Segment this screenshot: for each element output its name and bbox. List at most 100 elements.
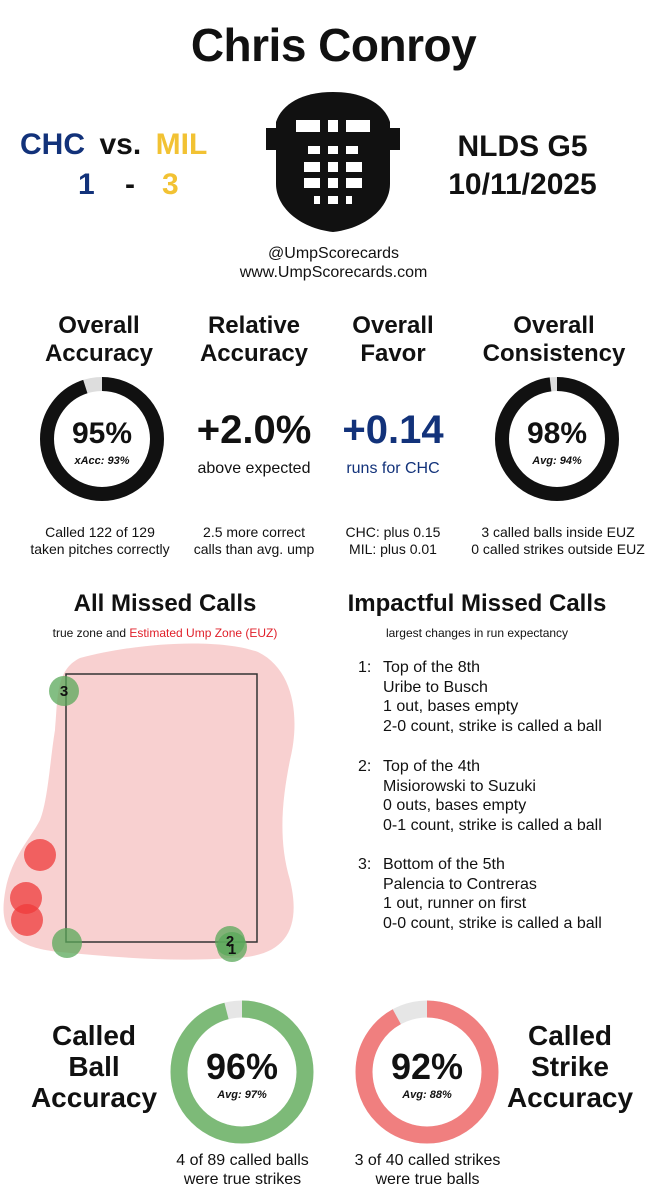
consistency-average: Avg: 94% [532,455,582,467]
relative-accuracy-value: +2.0% [196,408,312,452]
overall-consistency-desc-line2: 0 called strikes outside EUZ [471,541,645,557]
website: www.UmpScorecards.com [239,264,428,281]
called-strike-desc-line2: were true balls [375,1171,480,1188]
away-score: 1 [78,168,95,201]
missed-call-label-2: 2 [226,933,234,950]
impactful-item-num: 2: [358,758,372,775]
missed-call-label-3: 3 [60,683,68,700]
twitter-handle: @UmpScorecards [268,245,399,262]
impactful-item-inning: Top of the 4th [383,758,480,775]
overall-favor-title-line1: Overall [352,312,434,339]
missed-call-point [11,904,43,936]
relative-accuracy-desc-line1: 2.5 more correct [203,524,305,540]
called-ball-desc-line1: 4 of 89 called balls [176,1152,309,1169]
estimated-ump-zone [3,643,295,960]
relative-accuracy-desc: 2.5 more correct calls than avg. ump [180,524,328,558]
called-ball-arc [170,1000,314,1144]
umpire-mask-icon [262,88,404,241]
overall-accuracy-title-line2: Accuracy [44,340,154,367]
impactful-item-situation: 1 out, bases empty [383,698,519,715]
overall-consistency-desc-line1: 3 called balls inside EUZ [481,524,635,540]
missed-calls-plot: 3 2 1 [0,640,320,970]
called-ball-average: Avg: 97% [217,1089,267,1101]
called-strike-label: Called Strike Accuracy [500,1020,640,1113]
called-strike-label-line2: Strike [531,1051,609,1082]
overall-favor-desc-line2: MIL: plus 0.01 [349,541,437,557]
called-strike-label-line1: Called [527,1020,613,1051]
called-strike-arc [355,1000,499,1144]
impactful-item-call: 0-0 count, strike is called a ball [383,914,602,932]
relative-accuracy-title-line1: Relative [207,312,301,339]
overall-accuracy-arc [40,377,164,501]
overall-favor-desc-line1: CHC: plus 0.15 [345,524,441,540]
called-ball-label-line2: Ball [68,1051,120,1082]
overall-accuracy-title-line1: Overall [58,312,140,339]
called-ball-value: 96% [205,1046,279,1087]
missed-call-point [217,932,247,962]
overall-accuracy-desc: Called 122 of 129 taken pitches correctl… [10,524,190,558]
overall-consistency-ring: 98% Avg: 94% [493,375,621,503]
home-score: 3 [162,168,179,201]
page-title: Chris Conroy [190,19,477,71]
vs-label: vs. [99,128,142,161]
called-ball-label-line3: Accuracy [30,1082,158,1113]
impactful-item-matchup: Misiorowski to Suzuki [383,777,536,795]
called-strike-desc-line1: 3 of 40 called strikes [354,1152,501,1169]
overall-favor-value: +0.14 [342,408,444,452]
relative-accuracy-desc-line2: calls than avg. ump [193,541,315,557]
impactful-item-num: 3: [358,856,372,873]
overall-consistency-title: Overall Consistency [462,312,646,368]
impactful-subtitle: largest changes in run expectancy [385,626,569,640]
impactful-item-situation: 1 out, runner on first [383,895,527,912]
true-strike-zone [65,673,258,943]
called-ball-ring: 96% Avg: 97% [168,998,316,1146]
impactful-item-num: 1: [358,659,372,676]
missed-call-point [49,676,79,706]
called-strike-value: 92% [390,1046,464,1087]
missed-calls-subtitle: true zone and Estimated Ump Zone (EUZ) [0,626,330,640]
impactful-item-inning: Top of the 8th [383,659,480,676]
impactful-item-inning: Bottom of the 5th [383,856,505,873]
called-ball-label: Called Ball Accuracy [20,1020,168,1113]
overall-favor-sub: runs for CHC [346,460,440,477]
overall-accuracy-title: Overall Accuracy [18,312,180,368]
impactful-item-matchup: Uribe to Busch [383,678,488,696]
called-strike-label-line3: Accuracy [506,1082,634,1113]
euz-legend-label: Estimated Ump Zone (EUZ) [129,626,278,640]
called-strike-desc: 3 of 40 called strikes were true balls [330,1151,525,1189]
impactful-item-call: 2-0 count, strike is called a ball [383,717,602,735]
impactful-item-situation: 0 outs, bases empty [383,797,527,814]
overall-consistency-arc [495,377,619,501]
impactful-title: Impactful Missed Calls [347,590,607,617]
missed-call-point [24,839,56,871]
home-team: MIL [155,128,208,161]
missed-calls-subtitle-prefix: true zone and [52,626,130,640]
called-ball-desc-line2: were true strikes [183,1171,302,1188]
series-label: NLDS G5 [457,130,588,163]
overall-accuracy-desc-line2: taken pitches correctly [30,541,170,557]
away-team: CHC [20,128,85,161]
called-strike-average: Avg: 88% [402,1089,452,1101]
overall-accuracy-value: 95% [71,417,133,450]
score-dash: - [125,168,135,201]
overall-consistency-value: 98% [526,417,588,450]
missed-call-point [52,928,82,958]
impactful-item-call: 0-1 count, strike is called a ball [383,816,602,834]
called-strike-ring: 92% Avg: 88% [353,998,501,1146]
missed-calls-title: All Missed Calls [73,590,257,617]
impactful-list: 1: Top of the 8th Uribe to Busch 1 out, … [358,658,658,948]
overall-consistency-title-line2: Consistency [482,340,626,367]
called-ball-desc: 4 of 89 called balls were true strikes [145,1151,340,1189]
expected-accuracy: xAcc: 93% [74,455,130,467]
overall-favor-title-line2: Favor [360,340,426,367]
overall-consistency-desc: 3 called balls inside EUZ 0 called strik… [458,524,658,558]
relative-accuracy-title: Relative Accuracy [180,312,328,368]
matchup: CHC vs. MIL [20,128,230,162]
called-ball-label-line1: Called [51,1020,137,1051]
game-date: 10/11/2025 [448,168,597,201]
relative-accuracy-sub: above expected [197,460,311,477]
overall-accuracy-ring: 95% xAcc: 93% [38,375,166,503]
overall-accuracy-desc-line1: Called 122 of 129 [45,524,155,540]
overall-consistency-title-line1: Overall [513,312,595,339]
overall-favor-desc: CHC: plus 0.15 MIL: plus 0.01 [328,524,458,558]
